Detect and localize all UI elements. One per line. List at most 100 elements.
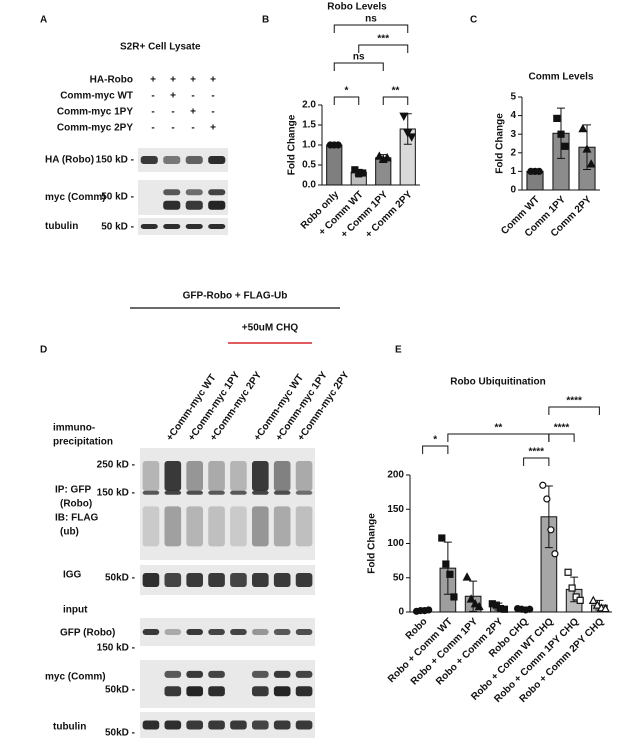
y-tick-label: 50 xyxy=(393,572,405,583)
y-tick-label: 0 xyxy=(510,185,516,196)
band xyxy=(142,461,160,491)
condition-mark: - xyxy=(191,123,194,134)
band xyxy=(252,720,269,730)
data-point xyxy=(576,596,584,604)
condition-label: Comm-myc 2PY xyxy=(57,123,133,134)
significance-label: ** xyxy=(494,423,502,434)
panel-letter: D xyxy=(40,345,47,356)
band xyxy=(186,670,203,678)
data-point xyxy=(425,606,433,614)
data-point xyxy=(592,600,602,609)
band xyxy=(208,686,225,697)
data-point xyxy=(438,534,446,542)
section-label: immuno- xyxy=(53,423,95,434)
condition-mark: - xyxy=(151,123,154,134)
band xyxy=(186,506,203,547)
data-point xyxy=(399,112,409,121)
band xyxy=(208,629,225,635)
treatment: GFP-Robo + FLAG-Ub xyxy=(183,291,288,302)
condition-mark: - xyxy=(151,107,154,118)
y-axis-label: Fold Change xyxy=(367,513,378,574)
condition-mark: + xyxy=(170,91,176,102)
significance-bracket xyxy=(382,96,409,105)
band xyxy=(252,670,269,678)
band xyxy=(252,490,269,495)
data-point xyxy=(543,495,551,503)
band xyxy=(140,156,158,164)
band xyxy=(230,461,247,491)
significance-label: **** xyxy=(554,423,570,434)
condition-mark: + xyxy=(210,123,216,134)
band xyxy=(186,461,203,491)
data-point xyxy=(588,595,598,604)
significance-label: ns xyxy=(365,14,377,25)
chart-title: Robo Levels xyxy=(327,2,387,13)
blot-size: 50kD - xyxy=(105,685,135,696)
data-point xyxy=(466,594,476,603)
band xyxy=(230,490,247,495)
blot-size: 50 kD - xyxy=(101,192,134,203)
band xyxy=(208,461,225,491)
condition-mark: + xyxy=(190,75,196,86)
band xyxy=(208,189,226,196)
condition-mark: + xyxy=(190,107,196,118)
significance-label: **** xyxy=(528,447,544,458)
band xyxy=(273,461,291,491)
significance-label: *** xyxy=(377,34,389,45)
band xyxy=(142,573,160,587)
condition-mark: - xyxy=(171,107,174,118)
band xyxy=(163,189,181,196)
band xyxy=(252,573,269,587)
section-label: input xyxy=(63,605,88,616)
band xyxy=(186,629,203,635)
data-point xyxy=(450,593,458,601)
condition-mark: + xyxy=(150,75,156,86)
blot-size: 50kD - xyxy=(105,728,135,739)
band xyxy=(164,720,182,730)
condition-mark: - xyxy=(211,91,214,102)
data-point xyxy=(578,123,588,133)
data-point xyxy=(586,159,596,168)
band xyxy=(186,490,203,495)
band xyxy=(273,686,291,697)
y-tick-label: 0 xyxy=(398,607,404,618)
band xyxy=(208,156,226,164)
significance-bracket xyxy=(422,445,449,454)
y-tick-label: 100 xyxy=(387,538,404,549)
blot-label: GFP (Robo) xyxy=(60,628,115,639)
band xyxy=(252,461,269,491)
data-point xyxy=(500,605,509,613)
band xyxy=(273,629,291,635)
data-point xyxy=(551,550,559,558)
section-label: precipitation xyxy=(53,437,113,448)
band xyxy=(163,224,181,229)
significance-label: ** xyxy=(392,86,400,97)
panel-letter: C xyxy=(470,15,477,26)
data-point xyxy=(568,584,576,592)
band xyxy=(230,720,247,730)
band xyxy=(140,224,158,229)
significance-bracket xyxy=(447,433,550,442)
band xyxy=(208,670,225,678)
condition-label: HA-Robo xyxy=(90,75,133,86)
panel-title: S2R+ Cell Lysate xyxy=(120,42,201,53)
band xyxy=(164,670,182,678)
y-tick-label: 1 xyxy=(510,166,516,177)
band xyxy=(142,506,160,547)
chart-title: Robo Ubiquitination xyxy=(450,377,546,388)
band xyxy=(185,156,203,164)
y-tick-label: 1.0 xyxy=(302,140,316,151)
data-point xyxy=(557,130,565,138)
significance-label: * xyxy=(433,435,437,446)
condition-mark: + xyxy=(210,75,216,86)
significance-label: * xyxy=(345,86,349,97)
significance-label: **** xyxy=(566,396,582,407)
data-point xyxy=(474,601,484,611)
band xyxy=(164,490,182,495)
band xyxy=(186,573,203,587)
blot-label: IP: GFP xyxy=(55,485,91,496)
significance-bracket xyxy=(333,62,384,71)
blot-label: IGG xyxy=(63,570,82,581)
condition-label: Comm-myc WT xyxy=(60,91,133,102)
significance-bracket xyxy=(548,406,600,415)
